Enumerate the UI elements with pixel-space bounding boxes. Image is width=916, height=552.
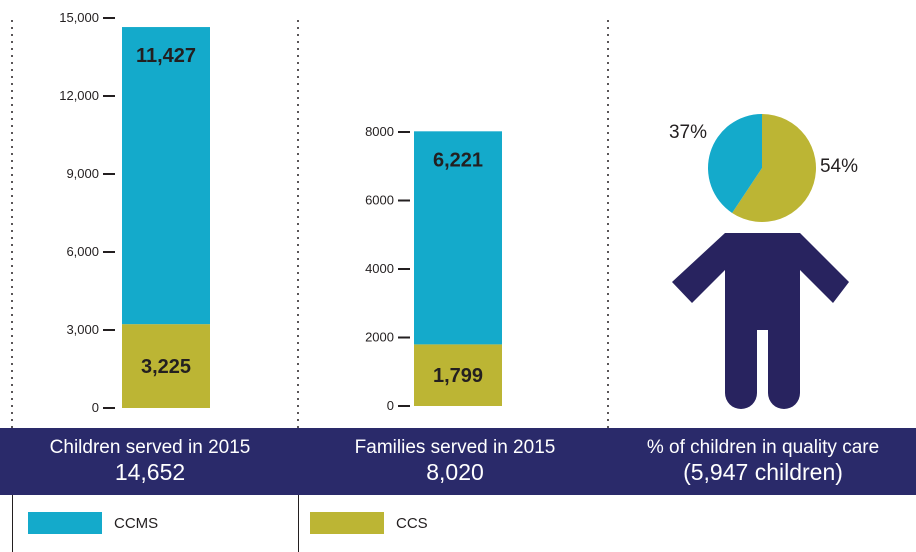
child-body-shape [672, 233, 849, 330]
legend-item-ccms: CCMS [28, 510, 158, 536]
families-ytick-label: 2000 [365, 330, 394, 345]
footer-children-value: 14,652 [114, 459, 186, 485]
families-served-chart: 0 2000 4000 6000 8000 1,799 6,221 [365, 124, 502, 413]
pie-slice-ccs [732, 114, 816, 222]
legend-divider [12, 495, 13, 552]
footer-band [0, 428, 916, 495]
children-bar-ccs [122, 324, 210, 408]
children-data-label-ccs: 3,225 [141, 356, 191, 378]
families-data-label-ccms: 6,221 [433, 149, 483, 171]
children-served-chart: 0 3,000 6,000 9,000 12,000 15,000 3,225 11,427 [59, 10, 210, 415]
children-ytick-label: 12,000 [59, 88, 99, 103]
legend-item-ccs: CCS [310, 510, 428, 536]
children-ytick-label: 15,000 [59, 10, 99, 25]
legend-label-ccms: CCMS [114, 514, 159, 532]
families-ytick-label: 8000 [365, 124, 394, 139]
children-ytick-label: 3,000 [66, 322, 99, 337]
footer-families: Families served in 2015 8,020 [300, 428, 610, 495]
footer-families-title: Families served in 2015 [354, 437, 556, 458]
child-leg-left-top [725, 330, 757, 350]
child-leg-left [725, 333, 757, 409]
footer-children: Children served in 2015 14,652 [0, 428, 300, 495]
footer-quality-value: (5,947 children) [683, 459, 843, 485]
children-data-label-ccms: 11,427 [136, 45, 196, 67]
quality-care-pie: 37% 54% [669, 114, 858, 222]
legend-label-ccs: CCS [396, 514, 428, 532]
families-data-label-ccs: 1,799 [433, 365, 483, 387]
child-leg-right [768, 333, 800, 409]
legend-swatch-ccms [28, 512, 102, 534]
children-ytick-label: 6,000 [66, 244, 99, 259]
footer-children-title: Children served in 2015 [49, 437, 251, 458]
child-leg-right-top [768, 330, 800, 350]
families-ytick-label: 0 [387, 398, 394, 413]
children-ytick-label: 0 [92, 400, 99, 415]
families-ytick-label: 4000 [365, 261, 394, 276]
families-bar-ccms [414, 131, 502, 345]
child-figure-icon [672, 233, 849, 409]
legend-swatch-ccs [310, 512, 384, 534]
children-bar-ccms [122, 27, 210, 325]
legend-divider [298, 495, 299, 552]
pie-slice-ccms [708, 114, 762, 213]
footer-families-value: 8,020 [426, 459, 484, 485]
families-bar-ccs [414, 344, 502, 406]
footer-quality: % of children in quality care (5,947 chi… [610, 428, 916, 495]
pie-label-ccms: 37% [669, 122, 707, 143]
families-ytick-label: 6000 [365, 193, 394, 208]
footer-quality-title: % of children in quality care [646, 437, 880, 458]
pie-label-ccs: 54% [820, 156, 858, 177]
children-ytick-label: 9,000 [66, 166, 99, 181]
